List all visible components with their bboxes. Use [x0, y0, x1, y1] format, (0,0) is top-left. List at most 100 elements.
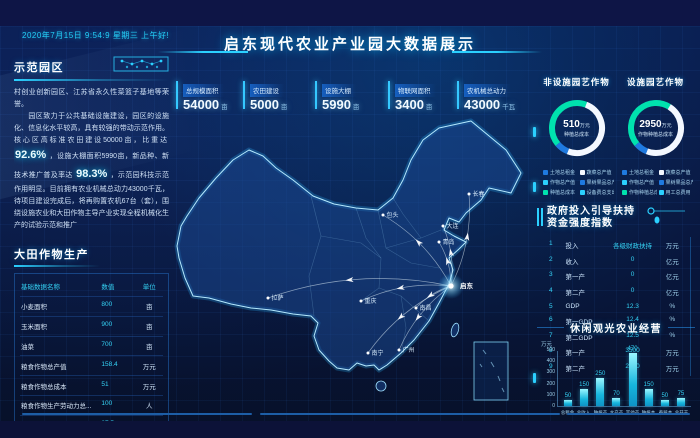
stat-label: 设施大棚	[322, 83, 356, 97]
bar-column: 250	[593, 371, 607, 406]
province-borders	[308, 195, 442, 354]
plane-icon	[446, 257, 452, 266]
stat-unit: 千瓦	[502, 104, 516, 111]
table-row: 玉米面积 900 亩	[20, 315, 163, 336]
city-label: 大连	[447, 222, 459, 230]
cell-unit: 亩	[146, 304, 153, 312]
cell-index: 3	[549, 271, 553, 279]
stat-accent-bar	[315, 81, 317, 109]
col-unit: 单位	[142, 284, 156, 291]
cell-unit: 亿元	[665, 258, 679, 266]
node-link-icon	[647, 207, 685, 224]
donut-segment	[627, 100, 684, 157]
top-bar	[0, 0, 700, 26]
panel-leisure-agriculture: 休闲观光农业经营 万元 0 100 200 300 400 500 50 150 250 70 47…	[537, 320, 695, 416]
demo-park-segment: ，设施大棚面积5990亩，新品种、新技术推广普及率达	[14, 153, 169, 180]
stat-box: 设施大棚 5990 亩	[315, 80, 379, 112]
bar	[676, 397, 685, 406]
cell-unit: 亩	[146, 343, 153, 351]
bottom-bar	[0, 421, 700, 438]
cell-index: 5	[549, 303, 553, 311]
legend-item: 土地总租金	[543, 169, 578, 176]
cell-unit: 万元	[142, 363, 156, 371]
cell-index: 6	[549, 315, 553, 323]
cell-value: 51	[101, 380, 109, 388]
category-label: 水产产	[610, 409, 624, 415]
cell-name: 第一GDP	[565, 318, 593, 326]
y-tick: 200	[546, 380, 555, 387]
city-dot	[397, 348, 401, 352]
stat-unit: 亩	[425, 104, 433, 111]
table-row: 6 第一GDP 12.4 %	[549, 313, 686, 329]
stat-unit: 亩	[221, 104, 228, 111]
cell-name: 投入	[565, 242, 579, 250]
cell-index: 8	[549, 347, 553, 355]
donut-center: 510万元 种植总成本	[545, 96, 609, 160]
stat-value: 5000 亩	[250, 97, 288, 112]
city-label: 南昌	[420, 304, 432, 312]
table-row: 粮食作物总产值 158.4 万元	[20, 355, 163, 375]
legend-item: 果树果品总产值	[658, 179, 693, 186]
demo-park-segment: 92.6%	[15, 149, 47, 162]
city-label: 包头	[387, 211, 399, 219]
stat-box: 总规模面积 54000 亩	[176, 80, 240, 112]
bar-column: 470	[626, 346, 640, 406]
plane-icon	[464, 232, 470, 241]
edge-accent	[533, 182, 536, 192]
legend-item: 蔬菜总产值	[658, 169, 694, 176]
cell-unit: 万元	[142, 383, 156, 391]
china-outline	[176, 120, 522, 371]
bar	[628, 353, 637, 406]
city-dot	[266, 296, 270, 300]
bar-column: 75	[674, 391, 688, 406]
circuit-icon	[113, 56, 169, 72]
table-row: 小麦面积 800 亩	[20, 296, 163, 316]
demo-park-underline	[14, 79, 169, 81]
legend-swatch	[622, 170, 627, 175]
edge-accent	[533, 127, 536, 137]
city-dot	[359, 299, 363, 303]
table-row: 2 收入 0 亿元	[549, 253, 686, 269]
legend-item: 土地总租金	[622, 169, 657, 176]
y-tick: 400	[546, 358, 555, 365]
city-dot	[366, 351, 370, 355]
bar-value: 50	[661, 393, 669, 400]
cell-name: 粮食作物总产值	[21, 363, 67, 371]
demo-park-segment: ，示范园科技示范作用明显。目前拥有农业机械总动力43000千瓦，待项目建设完成后…	[14, 172, 169, 229]
city-dot	[381, 213, 385, 217]
cell-value: 12.4	[626, 315, 639, 323]
panel-horticulture: 非设施园艺作物 510万元 种植总成本 土地总租金 蔬菜总产值 作物总产值 果树…	[537, 76, 695, 202]
donut-label: 作物种植总成本	[637, 131, 673, 138]
cell-name: 第二产	[565, 366, 585, 374]
legend-item: 蔬菜总产值	[579, 169, 615, 176]
category-label: 种植本	[642, 409, 656, 415]
legend-item: 作物总产值	[622, 179, 657, 186]
cell-name: 第二GDP	[565, 334, 593, 342]
bar-column: 50	[658, 393, 672, 406]
table-row: 8 第一产 3500 万元	[549, 344, 686, 360]
y-tick: 100	[546, 391, 555, 398]
city-dot	[437, 240, 441, 244]
demo-park-text: 村创业创新园区、江苏省永久性菜篮子基地等荣誉。 园区致力于公共基础设施建设，园区…	[14, 87, 169, 239]
bar-column: 150	[577, 382, 591, 406]
stat-box: 物联网面积 3400 亩	[388, 80, 452, 112]
category-label: 其他产	[626, 409, 640, 415]
cell-index: 7	[549, 331, 553, 339]
cell-unit: 亩	[146, 324, 153, 332]
cell-unit: 万元	[665, 242, 679, 250]
bar-value: 70	[613, 391, 620, 398]
legend-swatch	[579, 170, 585, 175]
panel-demo-park: 示范园区 村创业创新园区、江苏省永久性菜篮子基地等荣誉。 园区致力于公共基础设施…	[14, 56, 169, 239]
table-row: 3 第一产 0 亿元	[549, 269, 686, 285]
cell-name: 粮食作物总成本	[21, 383, 67, 391]
stat-label: 物联网面积	[395, 83, 436, 97]
cell-value: 0	[630, 255, 635, 263]
donut-legend: 土地总租金 蔬菜总产值 作物总产值 果树果品总产值 作物种植总成本 用工总费用	[622, 169, 693, 196]
panel-field-crops: 大田作物生产 基础数据名称 数值 单位 小麦面积 800 亩 玉米面积 900 …	[14, 246, 169, 438]
y-tick: 300	[546, 369, 555, 376]
stat-accent-bar	[176, 81, 178, 109]
gov-title-line1: 政府投入引导扶持	[547, 206, 635, 217]
bar	[612, 398, 621, 406]
cell-value: 3500	[625, 347, 640, 355]
legend-swatch	[658, 190, 664, 195]
